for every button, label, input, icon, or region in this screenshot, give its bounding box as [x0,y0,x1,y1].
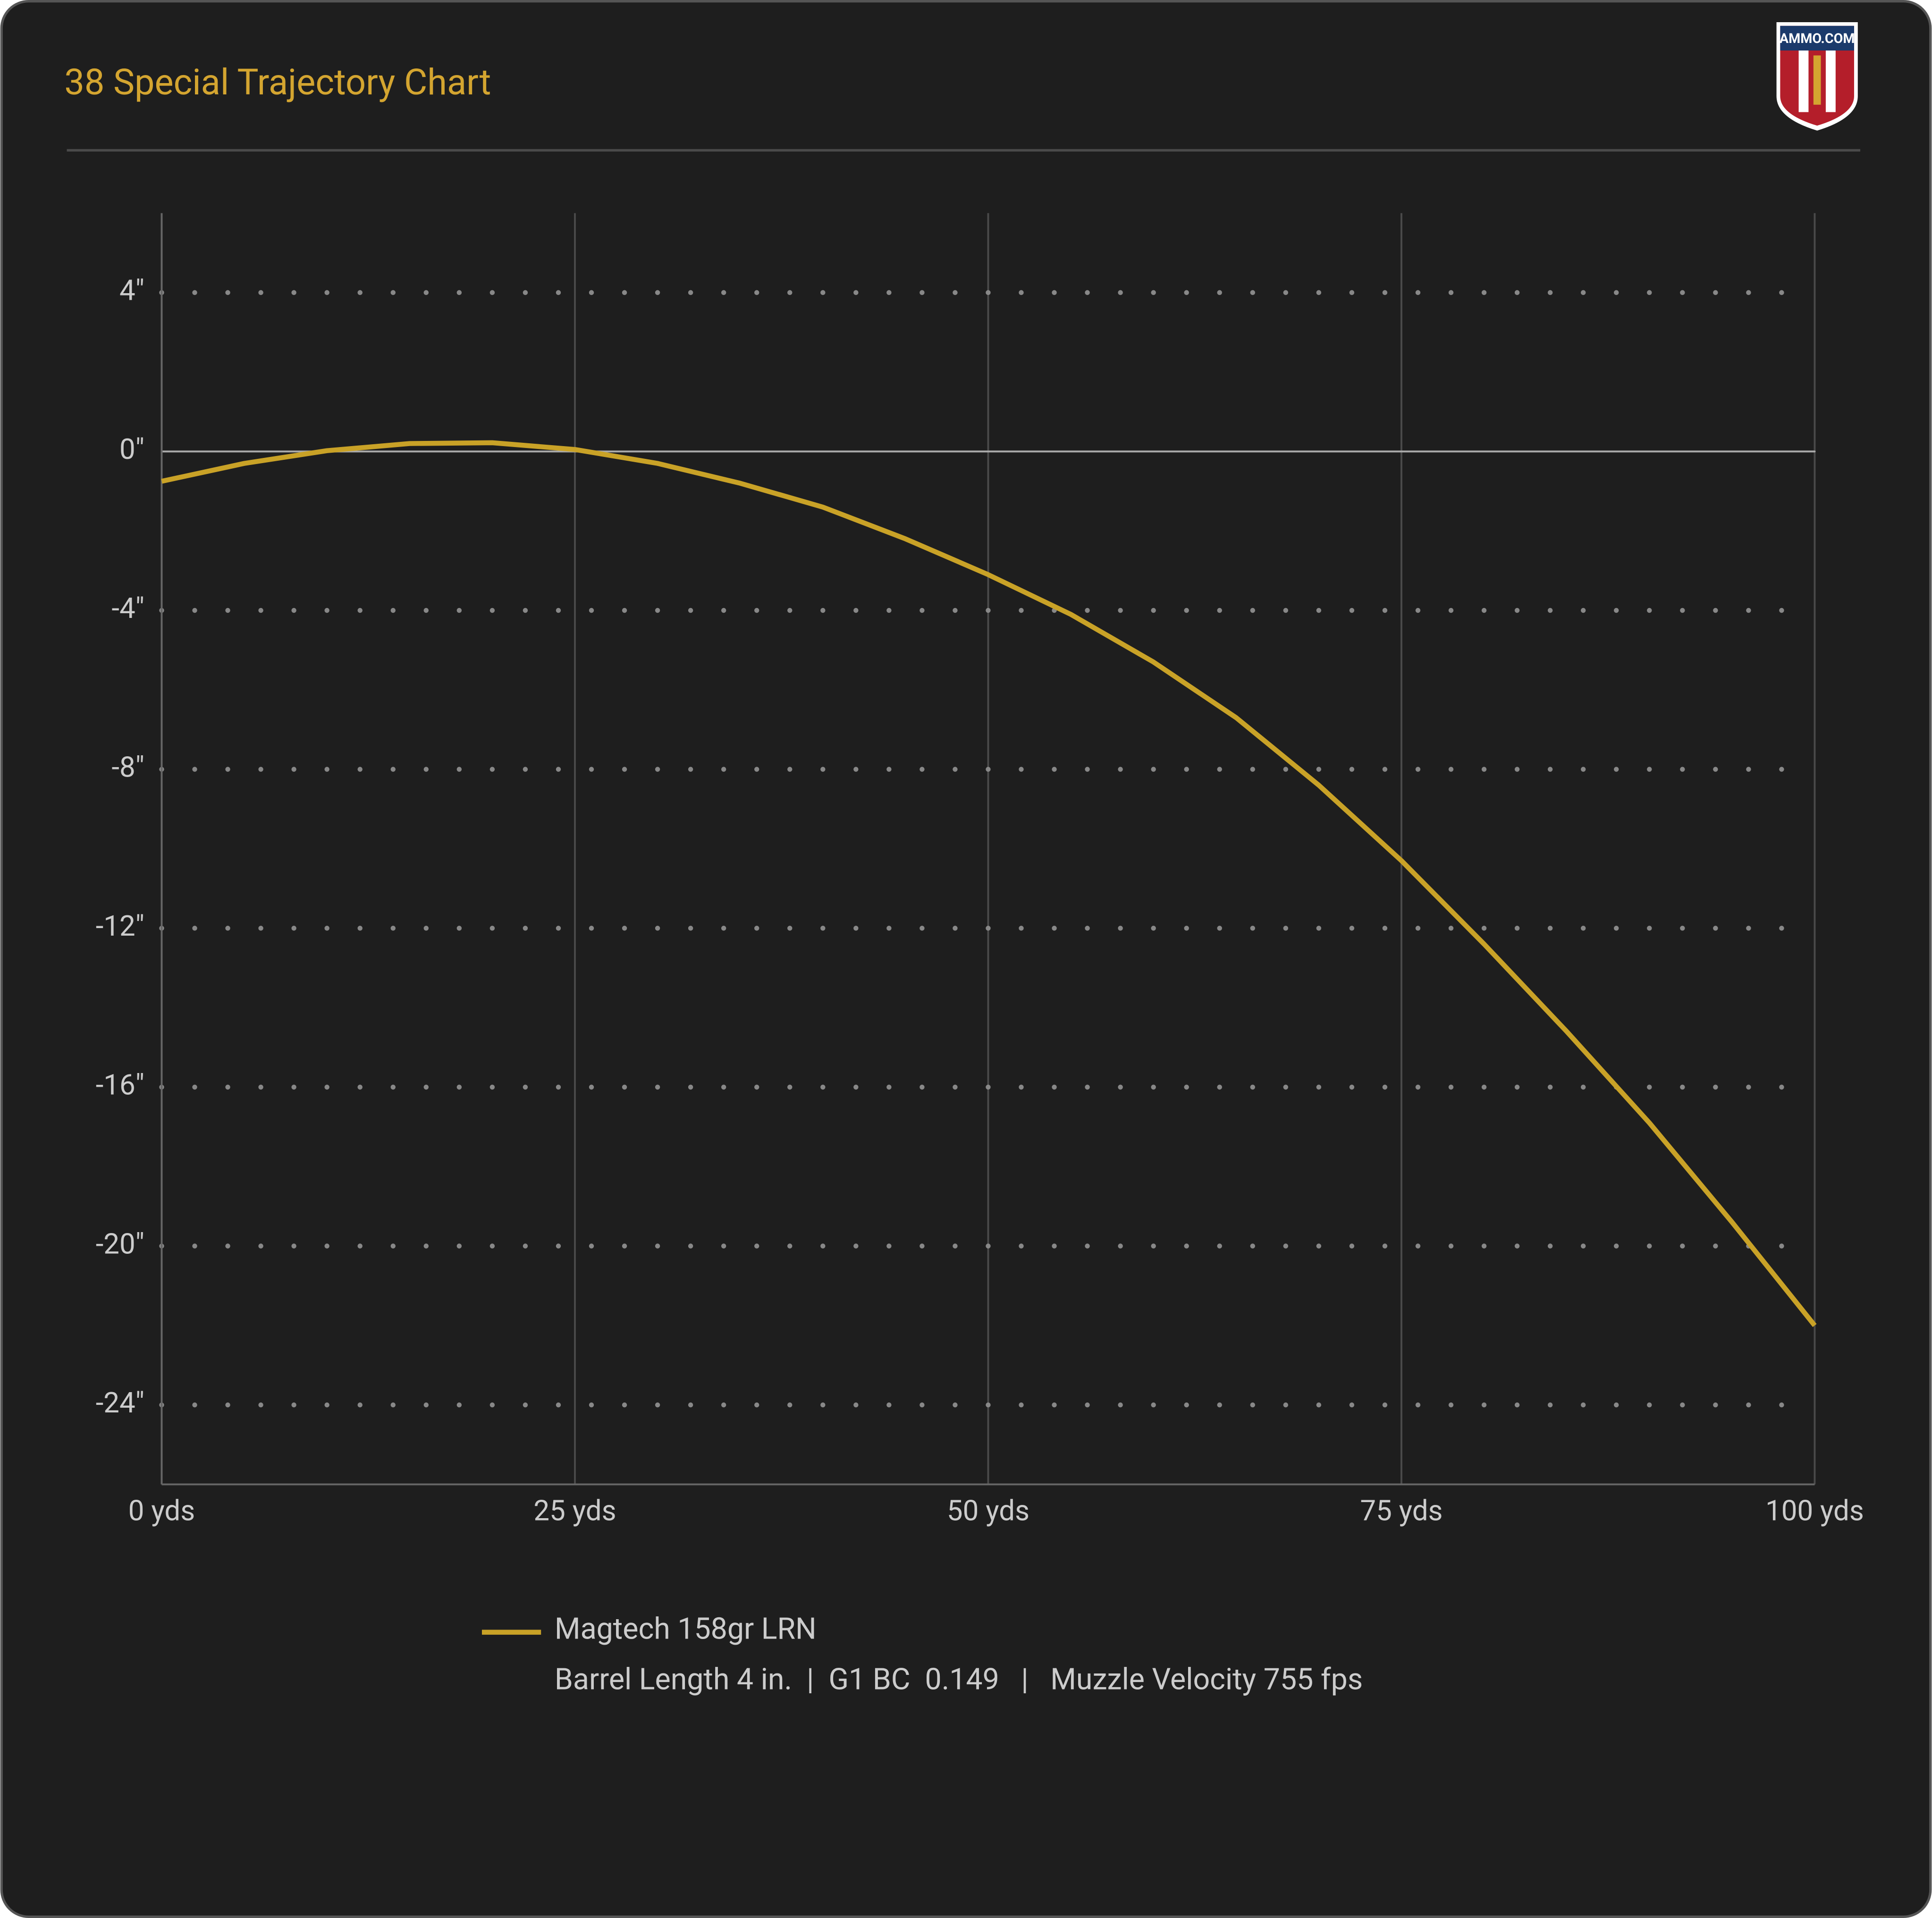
series-line [161,440,1817,1327]
x-tick-label: 25 yds [533,1494,616,1527]
y-tick-label: -24" [96,1386,144,1419]
chart-title: 38 Special Trajectory Chart [64,62,491,103]
y-tick-label: 4" [119,274,144,307]
y-tick-label: -16" [96,1068,144,1102]
y-tick-label: -4" [111,591,144,625]
subtitle: Barrel Length 4 in. | G1 BC 0.149 | Muzz… [555,1663,1363,1697]
y-tick-label: 0" [119,432,144,466]
logo: AMMO.COM [1776,22,1858,131]
x-tick-label: 50 yds [947,1494,1029,1527]
x-tick-label: 0 yds [128,1494,195,1527]
logo-text: AMMO.COM [1780,31,1855,47]
x-tick-label: 75 yds [1360,1494,1443,1527]
y-tick-label: -12" [96,909,144,943]
y-tick-label: -20" [96,1227,144,1260]
y-tick-label: -8" [111,750,144,784]
legend-label: Magtech 158gr LRN [555,1612,817,1647]
x-tick-label: 100 yds [1765,1494,1864,1527]
